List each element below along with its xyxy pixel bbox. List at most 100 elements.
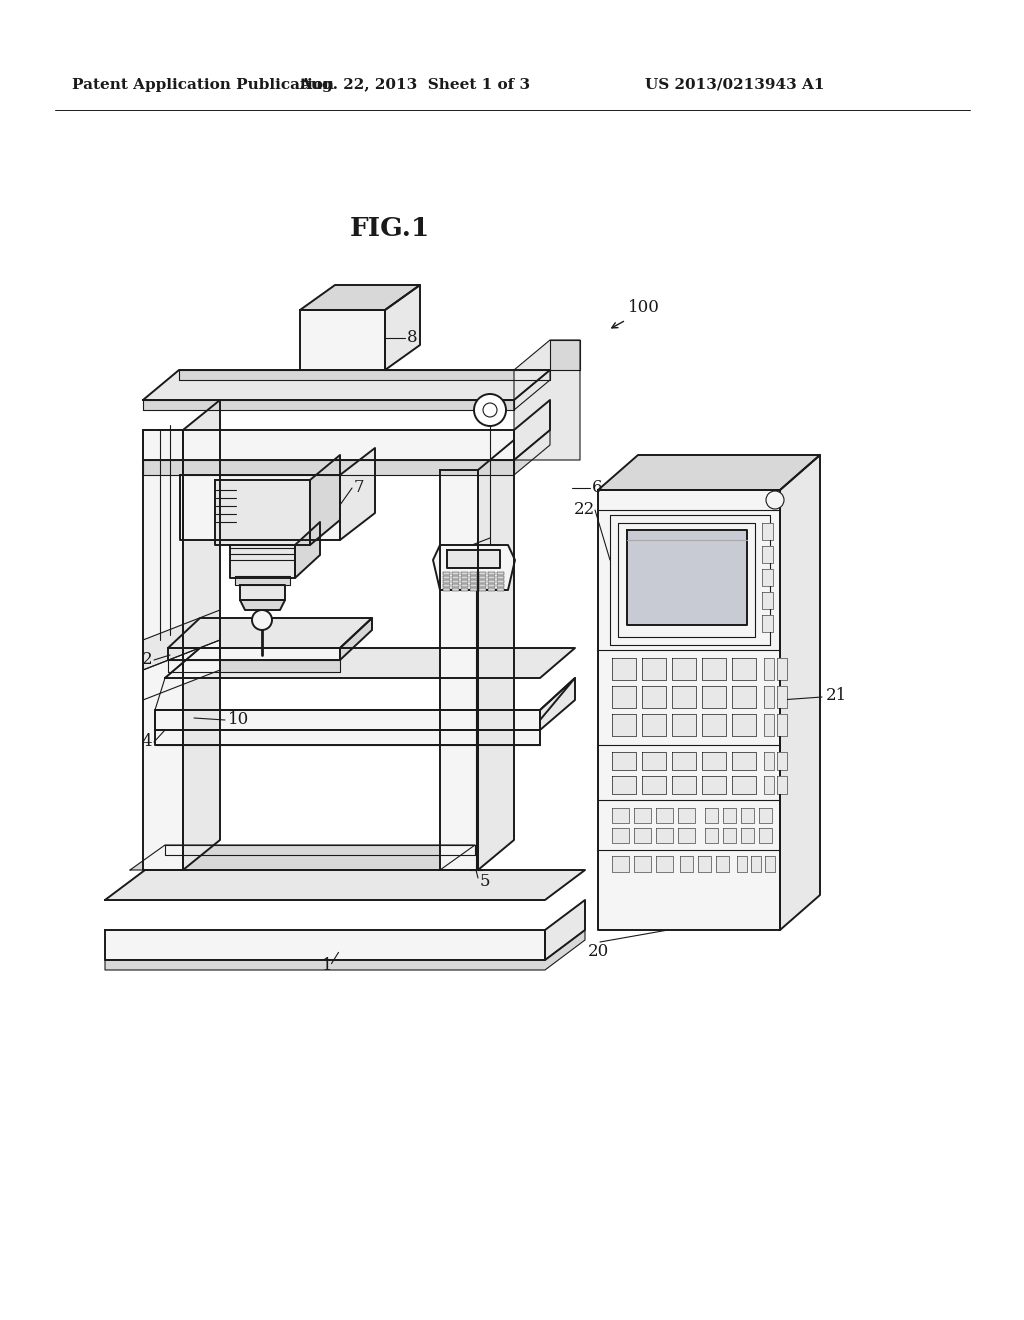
Polygon shape [618,523,755,638]
Polygon shape [732,657,756,680]
Polygon shape [672,657,696,680]
Polygon shape [168,648,340,660]
Polygon shape [612,714,636,737]
Polygon shape [340,618,372,660]
Polygon shape [741,828,754,843]
Polygon shape [723,828,736,843]
Polygon shape [479,587,486,591]
Polygon shape [447,550,500,568]
Polygon shape [479,583,486,587]
Polygon shape [295,521,319,578]
Text: 2: 2 [141,652,152,668]
Polygon shape [672,714,696,737]
Polygon shape [702,752,726,770]
Polygon shape [732,686,756,708]
Polygon shape [634,808,651,822]
Polygon shape [716,855,729,873]
Polygon shape [105,931,545,960]
Polygon shape [461,576,468,579]
Polygon shape [165,648,575,678]
Polygon shape [488,572,495,576]
Polygon shape [612,657,636,680]
Text: 8: 8 [407,330,418,346]
Polygon shape [777,752,787,770]
Polygon shape [497,579,504,583]
Polygon shape [461,583,468,587]
Polygon shape [452,583,459,587]
Polygon shape [143,430,514,459]
Polygon shape [488,579,495,583]
Polygon shape [470,579,477,583]
Polygon shape [452,587,459,591]
Polygon shape [777,714,787,737]
Polygon shape [478,440,514,870]
Polygon shape [168,618,372,648]
Text: 1: 1 [322,957,333,974]
Polygon shape [642,686,666,708]
Text: 10: 10 [228,711,249,729]
Polygon shape [762,569,773,586]
Polygon shape [732,776,756,795]
Polygon shape [452,579,459,583]
Polygon shape [656,855,673,873]
Circle shape [483,403,497,417]
Polygon shape [764,686,774,708]
Polygon shape [497,576,504,579]
Polygon shape [723,808,736,822]
Polygon shape [340,447,375,540]
Polygon shape [598,490,780,931]
Polygon shape [672,776,696,795]
Polygon shape [741,808,754,822]
Polygon shape [656,828,673,843]
Polygon shape [634,855,651,873]
Polygon shape [777,657,787,680]
Polygon shape [764,714,774,737]
Polygon shape [143,610,220,671]
Polygon shape [540,678,575,730]
Polygon shape [680,855,693,873]
Polygon shape [764,752,774,770]
Text: 22: 22 [574,502,595,519]
Polygon shape [443,583,450,587]
Polygon shape [780,455,820,931]
Polygon shape [759,808,772,822]
Polygon shape [143,640,220,700]
Polygon shape [452,576,459,579]
Text: 21: 21 [826,686,847,704]
Text: 20: 20 [588,944,608,961]
Polygon shape [705,808,718,822]
Polygon shape [612,808,629,822]
Polygon shape [702,714,726,737]
Polygon shape [759,828,772,843]
Polygon shape [514,370,550,411]
Polygon shape [777,776,787,795]
Polygon shape [215,480,310,545]
Polygon shape [762,523,773,540]
Polygon shape [143,459,514,475]
Text: 5: 5 [480,874,490,891]
Polygon shape [143,370,550,400]
Polygon shape [155,730,540,744]
Text: 4: 4 [141,734,152,751]
Polygon shape [443,587,450,591]
Polygon shape [702,657,726,680]
Polygon shape [168,660,340,672]
Polygon shape [461,587,468,591]
Polygon shape [762,591,773,609]
Polygon shape [443,576,450,579]
Polygon shape [514,400,550,459]
Circle shape [766,491,784,510]
Polygon shape [240,585,285,601]
Polygon shape [642,752,666,770]
Polygon shape [642,657,666,680]
Polygon shape [105,870,585,900]
Text: US 2013/0213943 A1: US 2013/0213943 A1 [645,78,824,92]
Polygon shape [764,776,774,795]
Polygon shape [545,900,585,960]
Polygon shape [762,615,773,632]
Polygon shape [479,572,486,576]
Polygon shape [461,572,468,576]
Polygon shape [180,475,340,540]
Polygon shape [732,752,756,770]
Polygon shape [765,855,775,873]
